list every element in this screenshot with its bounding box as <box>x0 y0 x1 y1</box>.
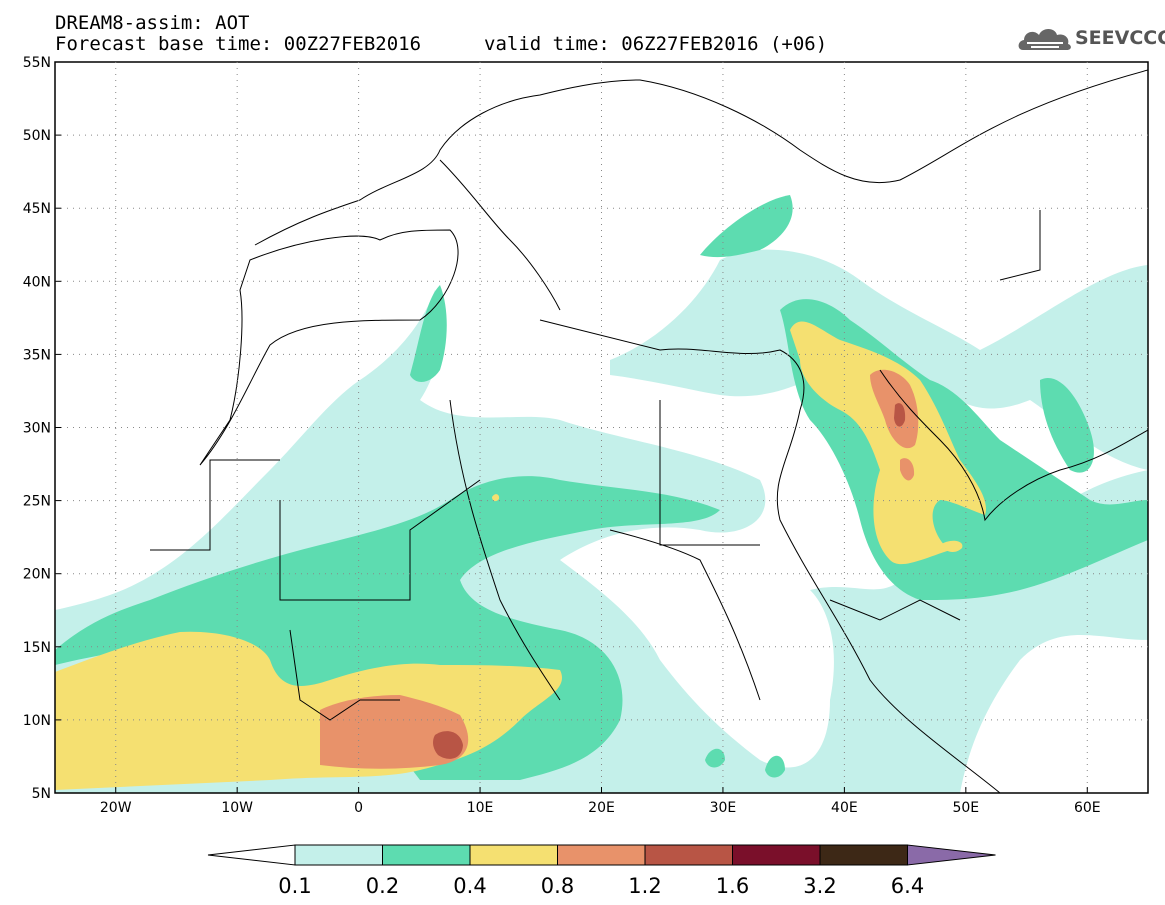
lat-label: 45N <box>23 201 51 217</box>
lon-label: 30E <box>710 800 737 816</box>
colorbar-label: 0.8 <box>541 874 574 898</box>
coastlines <box>150 69 1148 793</box>
lat-label: 25N <box>23 494 51 510</box>
colorbar-label: 6.4 <box>891 874 924 898</box>
colorbar-label: 1.6 <box>716 874 749 898</box>
logo-text: SEEVCCC <box>1075 27 1165 49</box>
colorbar-low-arrow <box>207 844 296 866</box>
lat-label: 10N <box>23 713 51 729</box>
lon-label: 20W <box>100 800 132 816</box>
lon-label: 50E <box>952 800 979 816</box>
aot-level-0.8 <box>320 369 919 769</box>
lon-label: 10W <box>221 800 253 816</box>
colorbar-label: 1.2 <box>628 874 661 898</box>
lat-label: 35N <box>23 347 51 363</box>
lat-label: 20N <box>23 567 51 583</box>
lat-label: 5N <box>32 786 51 802</box>
forecast-base-time: Forecast base time: 00Z27FEB2016 <box>55 33 422 55</box>
colorbar-segment <box>469 844 558 866</box>
map-title: DREAM8-assim: AOT <box>55 12 250 34</box>
colorbar-label: 3.2 <box>803 874 836 898</box>
colorbar-segment <box>819 844 908 866</box>
gridlines <box>55 62 1148 793</box>
colorbar-label: 0.4 <box>453 874 486 898</box>
colorbar-segment <box>294 844 383 866</box>
seevccc-logo: SEEVCCC <box>1017 24 1165 54</box>
lon-label: 10E <box>467 800 494 816</box>
valid-time: valid time: 06Z27FEB2016 (+06) <box>484 33 828 55</box>
lat-label: 50N <box>23 128 51 144</box>
cloud-icon <box>1018 29 1071 50</box>
lon-label: 60E <box>1074 800 1101 816</box>
lon-label: 40E <box>831 800 858 816</box>
colorbar-label: 0.1 <box>278 874 311 898</box>
colorbar-segment <box>732 844 821 866</box>
aot-shading <box>55 195 1148 793</box>
lat-label: 40N <box>23 274 51 290</box>
lat-label: 30N <box>23 421 51 437</box>
colorbar: 0.1 0.2 0.4 0.8 1.2 1.6 3.2 6.4 <box>207 844 996 898</box>
lat-label: 15N <box>23 640 51 656</box>
tick-labels: 55N 50N 45N 40N 35N 30N 25N 20N 15N 10N 5N 20W 10W 0 1… <box>23 55 1101 816</box>
lat-label: 55N <box>23 55 51 71</box>
colorbar-segment <box>382 844 471 866</box>
colorbar-high-arrow <box>907 844 996 866</box>
lon-label: 0 <box>354 800 363 816</box>
colorbar-label: 0.2 <box>366 874 399 898</box>
aot-level-1.2 <box>433 403 906 759</box>
colorbar-segment <box>557 844 646 866</box>
lon-label: 20E <box>588 800 615 816</box>
colorbar-segment <box>644 844 733 866</box>
